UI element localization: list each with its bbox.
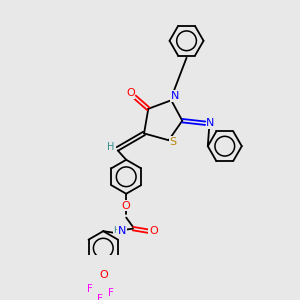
Text: H: H: [107, 142, 115, 152]
Text: H: H: [113, 226, 120, 235]
Text: F: F: [87, 284, 93, 294]
Text: N: N: [170, 91, 179, 101]
Text: F: F: [108, 288, 114, 298]
Text: S: S: [169, 137, 176, 147]
Text: O: O: [122, 201, 130, 211]
Text: N: N: [118, 226, 126, 236]
Text: F: F: [97, 294, 103, 300]
Text: O: O: [126, 88, 135, 98]
Text: O: O: [149, 226, 158, 236]
Text: O: O: [99, 270, 108, 280]
Text: N: N: [206, 118, 214, 128]
